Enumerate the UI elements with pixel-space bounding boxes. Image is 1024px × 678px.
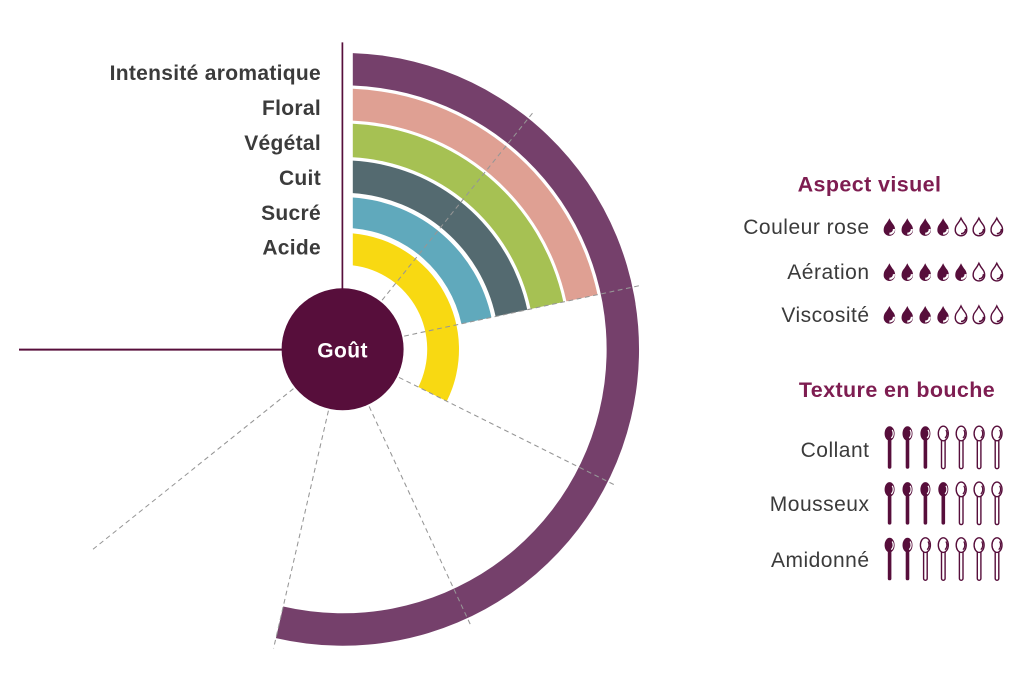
svg-text:Collant: Collant bbox=[801, 439, 870, 462]
svg-text:Intensité aromatique: Intensité aromatique bbox=[110, 62, 321, 85]
svg-text:Aération: Aération bbox=[787, 261, 869, 284]
svg-text:Mousseux: Mousseux bbox=[770, 493, 870, 516]
svg-text:Viscosité: Viscosité bbox=[781, 304, 869, 327]
svg-text:Sucré: Sucré bbox=[261, 202, 321, 225]
svg-text:Goût: Goût bbox=[317, 340, 368, 363]
svg-text:Floral: Floral bbox=[262, 97, 321, 120]
svg-text:Aspect visuel: Aspect visuel bbox=[798, 173, 942, 197]
svg-text:Couleur rose: Couleur rose bbox=[743, 216, 869, 239]
svg-text:Amidonné: Amidonné bbox=[771, 549, 870, 572]
svg-text:Acide: Acide bbox=[262, 237, 321, 260]
svg-text:Végétal: Végétal bbox=[244, 132, 321, 155]
svg-text:Texture en bouche: Texture en bouche bbox=[799, 378, 995, 402]
svg-text:Cuit: Cuit bbox=[279, 167, 321, 190]
